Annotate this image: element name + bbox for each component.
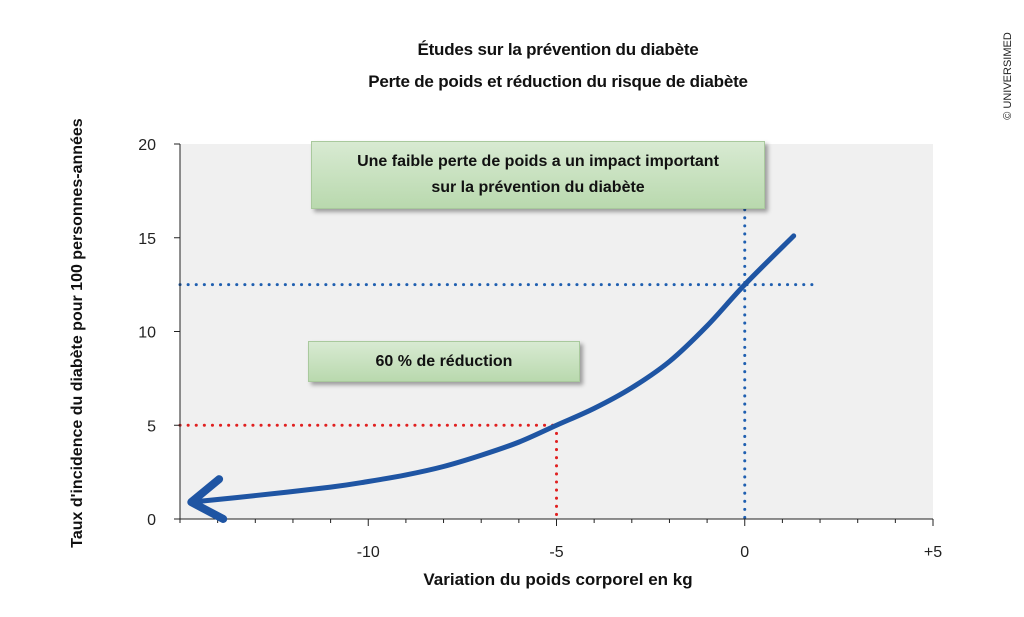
chart-subtitle: Perte de poids et réduction du risque de… [368, 72, 748, 91]
x-tick-label: -5 [549, 544, 563, 561]
x-axis-label: Variation du poids corporel en kg [423, 570, 693, 589]
x-tick-label: -10 [357, 544, 380, 561]
y-tick-label: 15 [138, 231, 156, 248]
callout-impact-line2: sur la prévention du diabète [431, 179, 645, 196]
callout-reduction-note: 60 % de réduction [308, 341, 580, 382]
chart-title: Études sur la prévention du diabète [417, 40, 699, 59]
x-tick-label: 0 [740, 544, 749, 561]
y-tick-label: 20 [138, 137, 156, 154]
x-tick-label: +5 [924, 544, 942, 561]
data-series-curve [187, 233, 797, 523]
callout-impact-note: Une faible perte de poids a un impact im… [311, 141, 765, 209]
callout-impact-line1: Une faible perte de poids a un impact im… [357, 153, 719, 170]
callout-reduction-text: 60 % de réduction [375, 352, 513, 370]
y-tick-label: 0 [147, 512, 156, 529]
y-tick-label: 5 [147, 418, 156, 435]
y-tick-label: 10 [138, 325, 156, 342]
